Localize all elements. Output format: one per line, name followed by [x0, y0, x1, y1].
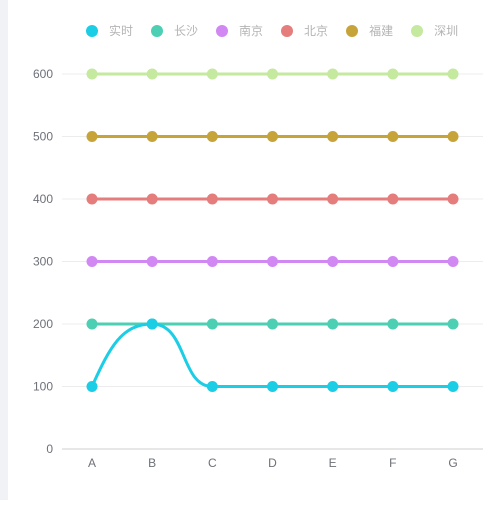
x-tick-label: C [208, 456, 217, 470]
data-point [206, 193, 218, 205]
y-tick-label: 0 [46, 442, 53, 456]
data-point [327, 131, 339, 142]
data-point [267, 193, 279, 205]
data-point [86, 131, 98, 142]
data-point [146, 68, 158, 80]
data-point [86, 256, 98, 267]
data-point [267, 381, 279, 392]
x-tick-label: B [148, 456, 156, 470]
legend-label: 福建 [369, 24, 394, 38]
data-point [327, 256, 339, 267]
y-tick-label: 300 [33, 255, 53, 269]
legend-marker [151, 24, 164, 37]
legend-marker [281, 24, 294, 37]
data-point [447, 318, 459, 330]
data-point [86, 318, 98, 330]
data-point [206, 318, 218, 330]
legend-label: 长沙 [174, 24, 199, 38]
x-tick-label: F [389, 456, 396, 470]
data-point [86, 381, 98, 392]
legend-label: 南京 [239, 24, 264, 38]
x-tick-label: G [448, 456, 457, 470]
data-point [206, 68, 218, 80]
data-point [146, 193, 158, 205]
data-point [146, 318, 158, 330]
legend-item[interactable]: 南京 [216, 22, 263, 39]
x-tick-label: E [329, 456, 337, 470]
data-point [447, 68, 459, 80]
y-tick-label: 200 [33, 317, 53, 331]
x-tick-label: A [88, 456, 96, 470]
data-point [447, 256, 459, 267]
data-point [86, 68, 98, 80]
y-tick-label: 500 [33, 130, 53, 144]
legend-label: 北京 [304, 24, 329, 38]
chart-legend: 实时 长沙 南京 北京 福建 深圳 [86, 22, 476, 39]
data-point [327, 381, 339, 392]
legend-item[interactable]: 福建 [346, 22, 393, 39]
data-point [206, 131, 218, 142]
data-point [447, 131, 459, 142]
data-point [387, 318, 399, 330]
legend-item[interactable]: 深圳 [411, 22, 458, 39]
legend-label: 实时 [109, 24, 134, 38]
data-point [327, 68, 339, 80]
data-point [206, 256, 218, 267]
data-point [327, 193, 339, 205]
data-point [447, 381, 459, 392]
data-point [206, 381, 218, 392]
data-point [146, 256, 158, 267]
legend-item[interactable]: 实时 [86, 22, 133, 39]
y-tick-label: 400 [33, 192, 53, 206]
data-point [387, 381, 399, 392]
data-point [267, 318, 279, 330]
data-point [387, 256, 399, 267]
legend-item[interactable]: 北京 [281, 22, 328, 39]
y-tick-label: 600 [33, 67, 53, 81]
data-point [327, 318, 339, 330]
series-line [90, 322, 455, 388]
data-point [447, 193, 459, 205]
legend-marker [86, 24, 98, 37]
legend-marker [346, 24, 359, 37]
legend-marker [216, 24, 229, 37]
data-point [267, 68, 279, 80]
side-strip [0, 0, 8, 500]
data-point [267, 256, 279, 267]
x-tick-label: D [268, 456, 277, 470]
legend-label: 深圳 [434, 24, 459, 38]
data-point [146, 131, 158, 142]
data-point [267, 131, 279, 142]
data-point [387, 131, 399, 142]
legend-marker [411, 24, 424, 37]
data-point [86, 193, 98, 205]
data-point [387, 68, 399, 80]
data-point [387, 193, 399, 205]
y-tick-label: 100 [33, 380, 53, 394]
legend-item[interactable]: 长沙 [151, 22, 198, 39]
